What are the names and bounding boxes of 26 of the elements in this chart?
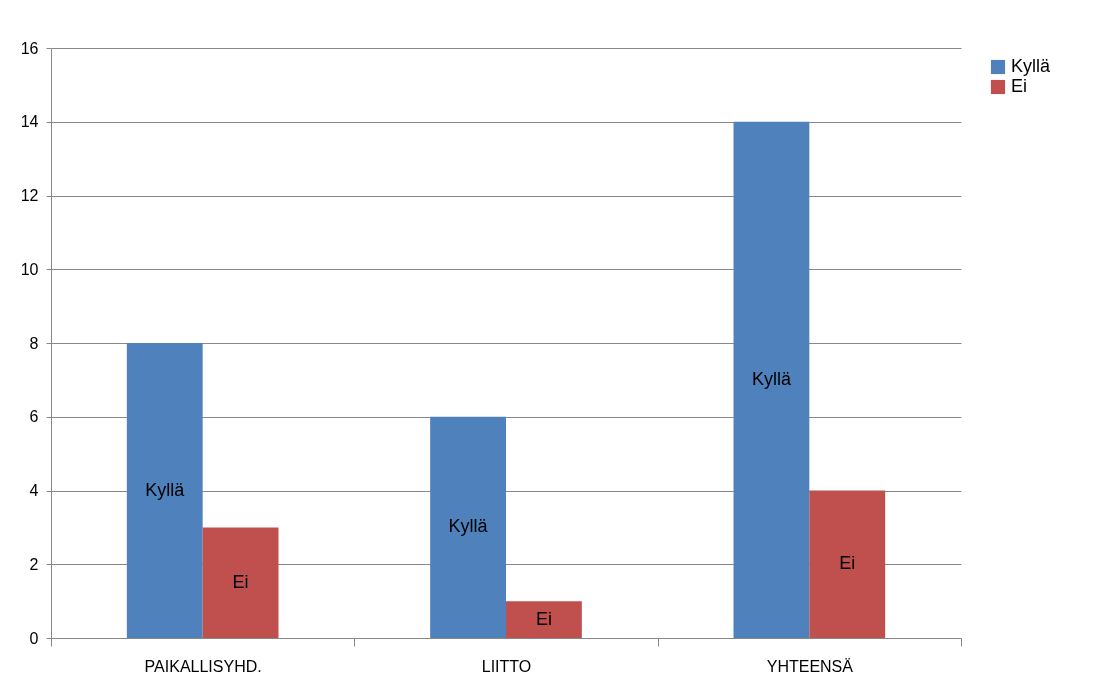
y-tick-label: 14 [20,113,39,131]
y-tick-label: 2 [29,555,39,573]
y-tick-label: 16 [20,39,39,57]
data-label: Ei [839,553,856,574]
y-tick-label: 0 [29,629,39,647]
data-label: Kyllä [448,516,489,537]
bar [506,601,582,638]
y-tick-label: 4 [29,482,39,499]
x-tick-label: LIITTO [481,657,532,675]
data-label: Kyllä [145,479,186,500]
data-label: Ei [232,571,249,592]
x-tick-label: PAIKALLISYHD. [144,657,262,675]
y-tick-label: 8 [29,334,39,352]
bar [202,527,279,638]
y-tick-label: 12 [20,187,39,204]
bar [126,343,203,638]
data-label: Kyllä [751,368,792,389]
bar [733,121,810,638]
y-tick-label: 6 [29,408,39,426]
bar [809,490,886,638]
x-tick-label: YHTEENSÄ [766,657,854,675]
legend-label: Kyllä [1011,56,1051,76]
y-tick-label: 10 [20,260,39,278]
bar [430,416,506,638]
data-label: Ei [535,608,552,629]
legend-label: Ei [1011,76,1028,96]
